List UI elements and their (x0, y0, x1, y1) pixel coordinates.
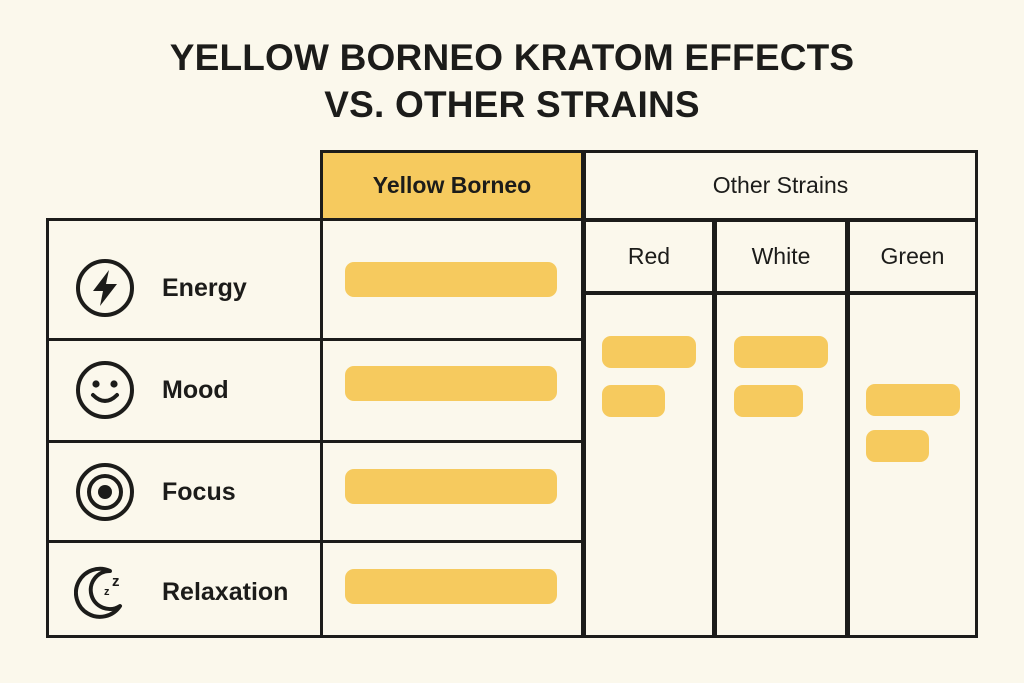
bar-yellow-borneo-mood (345, 366, 557, 401)
bar-white-primary (734, 336, 828, 368)
row-divider-1-labels (46, 338, 323, 341)
subheader-cell-white: White (714, 219, 848, 294)
subheader-cell-red: Red (583, 219, 715, 294)
header-cell-other-strains: Other Strains (583, 150, 978, 221)
bar-green-primary (866, 384, 960, 416)
bar-red-primary (602, 336, 696, 368)
comparison-table: Yellow Borneo Other Strains Red White Gr… (46, 150, 978, 638)
row-divider-2-labels (46, 440, 323, 443)
subheader-label-red: Red (627, 243, 671, 269)
bar-yellow-borneo-relaxation (345, 569, 557, 604)
page-title-line-1: YELLOW BORNEO KRATOM EFFECTS (169, 37, 855, 78)
header-label-yellow-borneo: Yellow Borneo (372, 172, 532, 198)
page-title: YELLOW BORNEO KRATOM EFFECTS VS. OTHER S… (0, 34, 1024, 129)
subheader-cell-green: Green (847, 219, 978, 294)
row-divider-2-yellow (320, 440, 584, 443)
bar-green-secondary (866, 430, 929, 462)
bar-yellow-borneo-focus (345, 469, 557, 504)
header-label-other-strains: Other Strains (712, 172, 849, 198)
page-title-line-2: VS. OTHER STRAINS (324, 84, 700, 126)
column-green-bars (847, 292, 978, 638)
header-cell-yellow-borneo: Yellow Borneo (320, 150, 584, 221)
row-divider-1-yellow (320, 338, 584, 341)
row-divider-3-labels (46, 540, 323, 543)
subheader-label-green: Green (880, 243, 945, 269)
subheader-label-white: White (751, 243, 811, 269)
bar-red-secondary (602, 385, 665, 417)
bar-white-secondary (734, 385, 803, 417)
bar-yellow-borneo-energy (345, 262, 557, 297)
column-effect-labels (46, 218, 323, 638)
row-divider-3-yellow (320, 540, 584, 543)
